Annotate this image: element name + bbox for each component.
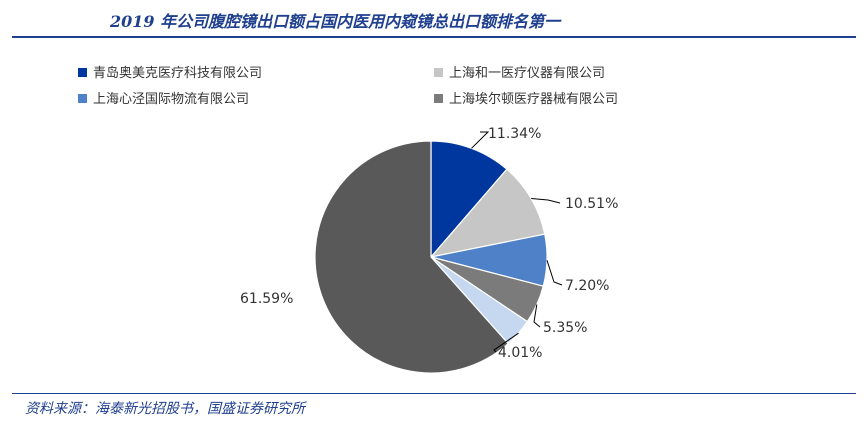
slice-label-0: 11.34%: [488, 126, 541, 142]
legend-label-3: 上海埃尔顿医疗器械有限公司: [449, 92, 618, 107]
slice-label-1: 10.51%: [565, 196, 618, 212]
slice-label-3: 5.35%: [543, 320, 587, 336]
source-divider: [12, 393, 856, 394]
pie-slice-0: [430, 140, 508, 259]
legend-swatch-2: [78, 94, 87, 103]
legend-label-1: 上海和一医疗仪器有限公司: [449, 66, 605, 81]
chart-title: 2019 年公司腹腔镜出口额占国内医用内窥镜总出口额排名第一: [110, 12, 561, 31]
slice-label-2: 7.20%: [565, 278, 609, 294]
source-note: 资料来源：海泰新光招股书，国盛证券研究所: [25, 401, 305, 417]
leader-line-0: [471, 131, 490, 149]
legend-label-2: 上海心泾国际物流有限公司: [93, 92, 249, 107]
pie-slice-5: [314, 140, 510, 374]
legend-swatch-0: [78, 68, 87, 77]
slice-labels: 11.34% 10.51% 7.20% 5.35%4.01% 61.59%: [240, 126, 618, 361]
title-divider: [12, 36, 856, 38]
leader-line-1: [531, 198, 561, 204]
leader-lines: [471, 131, 563, 353]
slice-label-5: 61.59%: [240, 291, 293, 307]
leader-line-3: [533, 304, 541, 328]
slice-label-4: 4.01%: [498, 345, 542, 361]
legend-swatch-1: [434, 68, 443, 77]
pie-slices: [314, 140, 548, 374]
pie-slice-1: [429, 168, 546, 258]
leader-line-2: [546, 260, 563, 286]
legend-label-0: 青岛奥美克医疗科技有限公司: [93, 65, 262, 81]
legend-swatch-3: [434, 94, 443, 103]
leader-line-4: [493, 332, 519, 353]
